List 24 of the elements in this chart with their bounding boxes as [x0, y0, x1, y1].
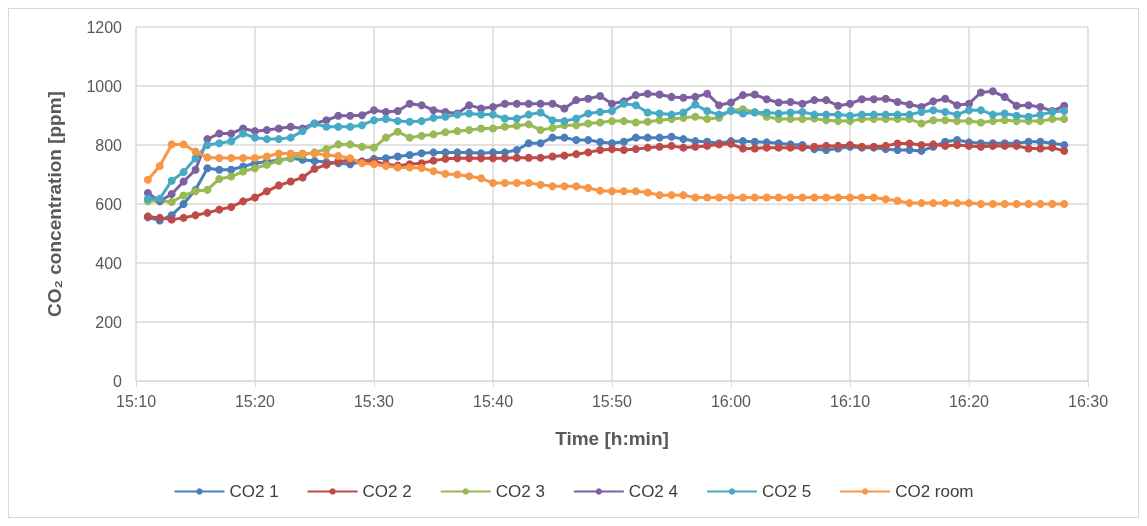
y-axis-title: CO₂ concentration [ppm]: [44, 91, 65, 317]
x-tick-label: 15:20: [234, 392, 276, 410]
legend-label: CO2 room: [895, 482, 974, 501]
x-tick-label: 15:10: [115, 392, 157, 410]
x-tick-label: 16:30: [1067, 392, 1109, 410]
legend-label: CO2 3: [495, 482, 545, 501]
y-tick-label: 200: [95, 313, 123, 331]
x-tick-label: 15:30: [353, 392, 395, 410]
x-tick-label: 15:40: [472, 392, 514, 410]
y-tick-label: 400: [95, 254, 123, 272]
y-tick-label: 0: [113, 372, 123, 390]
legend-label: CO2 2: [362, 482, 412, 501]
x-axis-title: Time [h:min]: [555, 428, 669, 449]
legend-label: CO2 1: [229, 482, 279, 501]
x-tick-label: 16:20: [948, 392, 990, 410]
y-tick-label: 1000: [86, 77, 123, 95]
y-tick-label: 800: [95, 136, 123, 154]
x-tick-label: 16:10: [829, 392, 871, 410]
legend-label: CO2 4: [628, 482, 678, 501]
y-tick-label: 600: [95, 195, 123, 213]
y-tick-label: 1200: [86, 18, 123, 36]
x-tick-label: 15:50: [591, 392, 633, 410]
legend-label: CO2 5: [761, 482, 812, 501]
x-tick-label: 16:00: [710, 392, 752, 410]
